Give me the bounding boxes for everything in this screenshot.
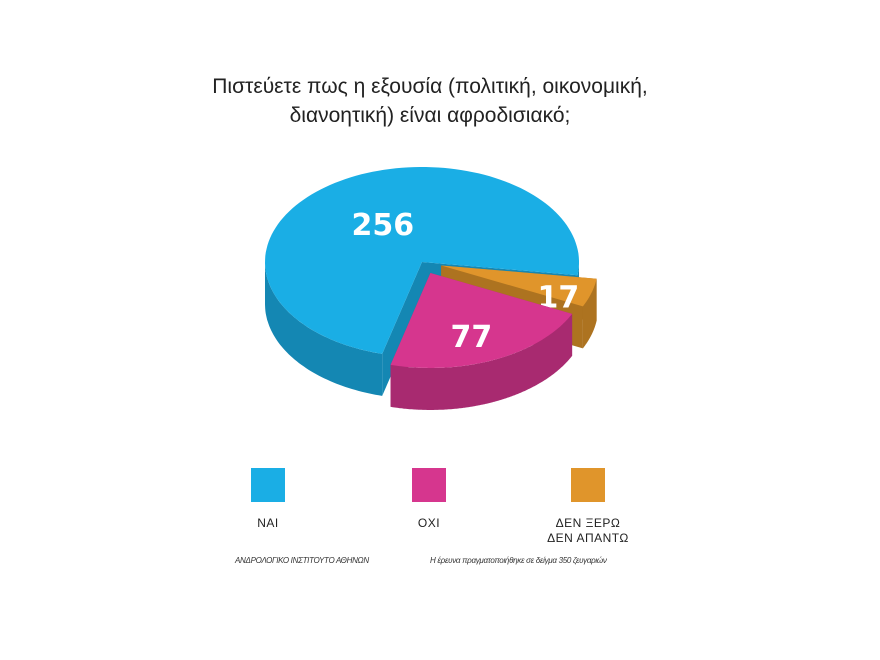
slice [441, 265, 597, 307]
note: Η έρευνα πραγματοποιήθηκε σε δείγμα 350 … [430, 556, 607, 565]
legend-swatch [412, 468, 446, 502]
legend-item: ΝΑΙ [208, 468, 328, 531]
legend-label: ΟΧΙ [417, 516, 441, 530]
legend-label: ΔΕΝ ΞΕΡΩ ΔΕΝ ΑΠΑΝΤΩ [547, 516, 629, 545]
legend-swatch [571, 468, 605, 502]
legend-label: ΝΑΙ [257, 516, 279, 530]
value-label: 77 [451, 320, 493, 355]
slice-wall [582, 278, 597, 349]
source: ΑΝΔΡΟΛΟΓΙΚΟ ΙΝΣΤΙΤΟΥΤΟ ΑΘΗΝΩΝ [235, 556, 369, 565]
legend-item: ΔΕΝ ΞΕΡΩ ΔΕΝ ΑΠΑΝΤΩ [528, 468, 648, 546]
legend-swatch [251, 468, 285, 502]
slice-wall [390, 313, 573, 410]
slice [390, 273, 573, 368]
slice: 77 [390, 273, 573, 410]
chart-title: Πιστεύετε πως η εξουσία (πολιτική, οικον… [212, 75, 648, 127]
value-label: 256 [352, 208, 415, 243]
legend-item: ΟΧΙ [369, 468, 489, 531]
slice [265, 167, 579, 354]
slice-wall [265, 262, 383, 396]
